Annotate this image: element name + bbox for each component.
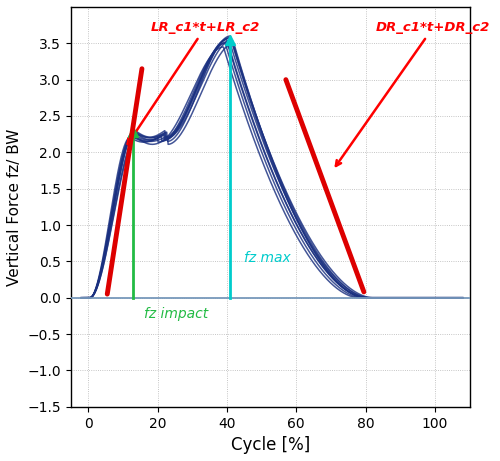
Text: LR_c1*t+LR_c2: LR_c1*t+LR_c2 xyxy=(128,21,260,144)
Y-axis label: Vertical Force fz/ BW: Vertical Force fz/ BW xyxy=(7,128,22,285)
Text: DR_c1*t+DR_c2: DR_c1*t+DR_c2 xyxy=(336,21,490,166)
Text: fz max: fz max xyxy=(244,251,291,265)
Text: fz impact: fz impact xyxy=(144,307,208,321)
X-axis label: Cycle [%]: Cycle [%] xyxy=(230,436,310,454)
